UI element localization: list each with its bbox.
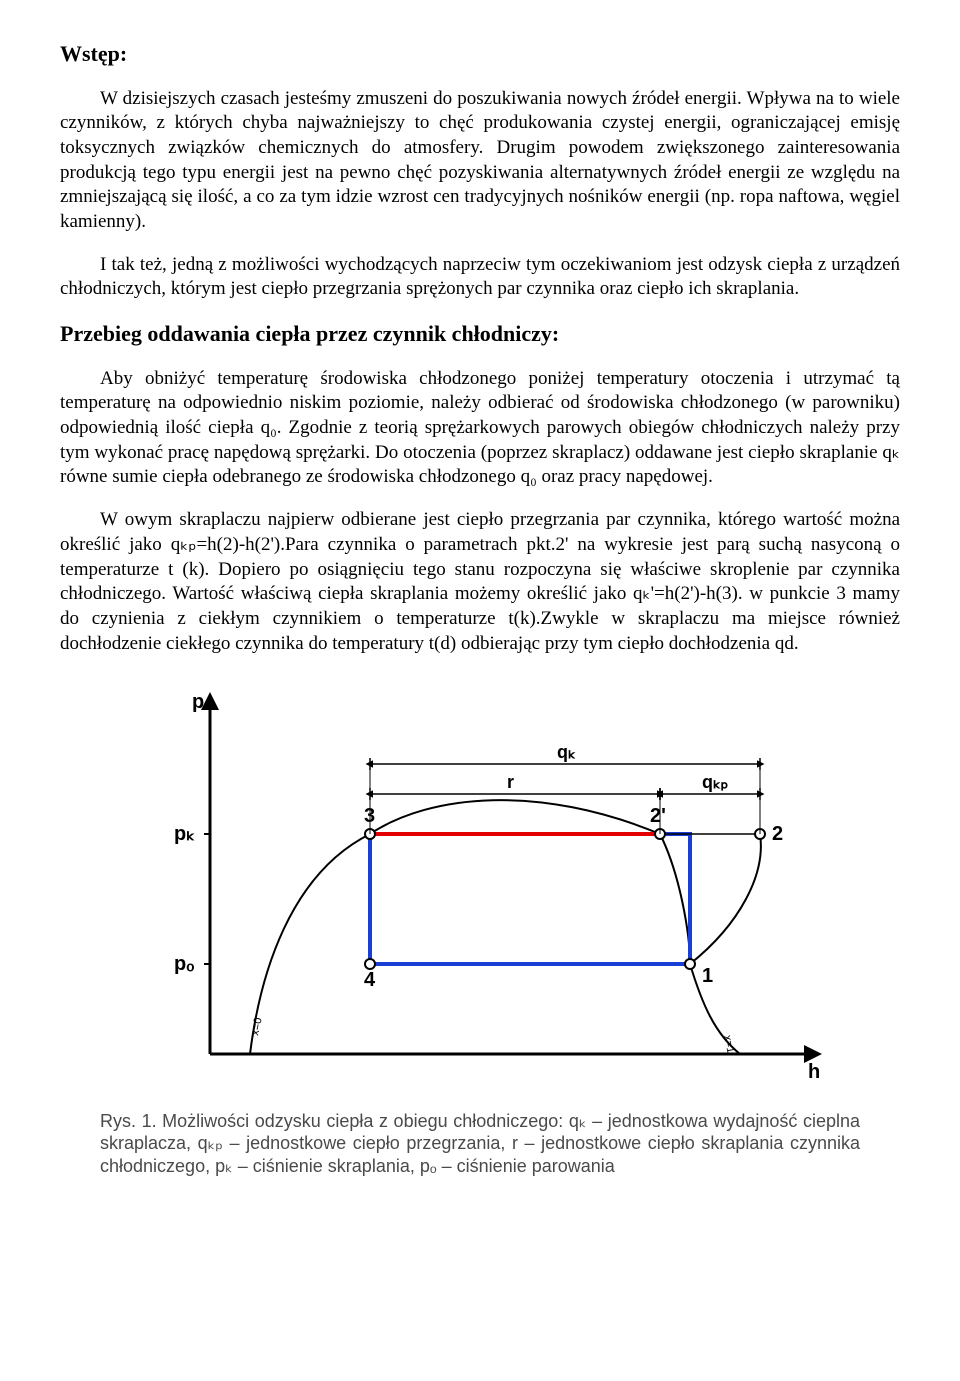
- svg-text:qₖ: qₖ: [557, 742, 576, 762]
- svg-text:4: 4: [364, 969, 376, 991]
- svg-text:x=0: x=0: [249, 1017, 264, 1037]
- svg-text:x=1: x=1: [721, 1034, 736, 1054]
- svg-text:p: p: [192, 691, 204, 713]
- paragraph-4: W owym skraplaczu najpierw odbierane jes…: [60, 508, 900, 656]
- heading-intro: Wstęp:: [60, 40, 900, 69]
- svg-text:pₖ: pₖ: [174, 823, 195, 845]
- svg-text:pₒ: pₒ: [174, 953, 194, 975]
- heading-section2: Przebieg oddawania ciepła przez czynnik …: [60, 320, 900, 349]
- paragraph-1: W dzisiejszych czasach jesteśmy zmuszeni…: [60, 87, 900, 235]
- svg-text:1: 1: [702, 965, 713, 987]
- svg-text:r: r: [507, 772, 514, 792]
- paragraph-2: I tak też, jedną z możliwości wychodzący…: [60, 253, 900, 302]
- figure-caption: Rys. 1. Możliwości odzysku ciepła z obie…: [100, 1110, 860, 1178]
- svg-text:2: 2: [772, 823, 783, 845]
- ph-diagram: phpₖpₒ32'214qₖrqₖₚx=0x=1: [120, 674, 840, 1102]
- paragraph-3: Aby obniżyć temperaturę środowiska chłod…: [60, 367, 900, 490]
- svg-text:qₖₚ: qₖₚ: [702, 772, 728, 792]
- svg-text:h: h: [808, 1061, 820, 1083]
- svg-text:2': 2': [650, 805, 666, 827]
